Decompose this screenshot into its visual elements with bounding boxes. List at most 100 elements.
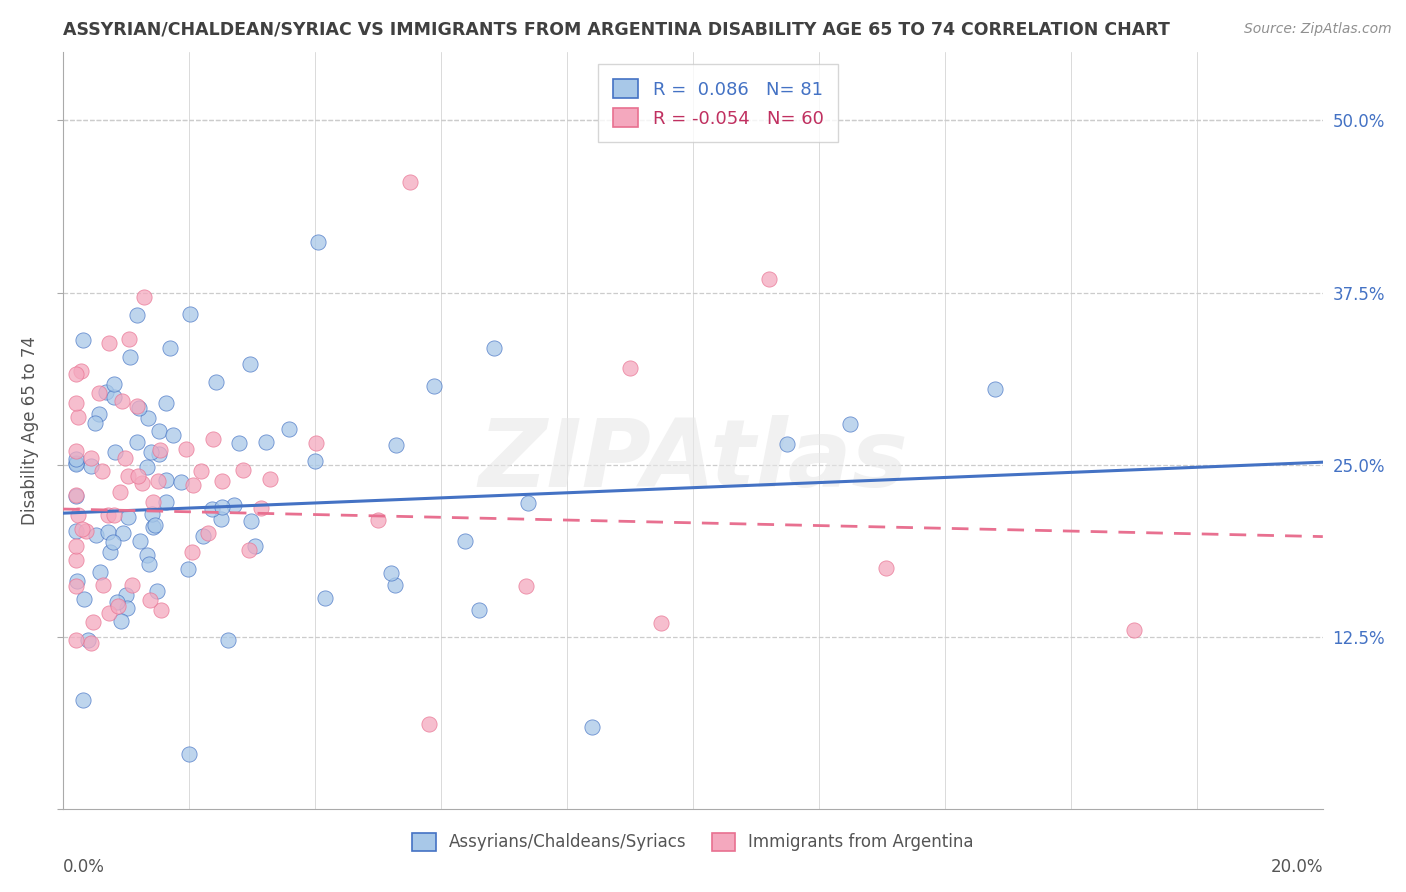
Text: 0.0%: 0.0%: [63, 858, 105, 876]
Point: [238, 543, 260, 558]
Point: [211, 474, 233, 488]
Point: [190, 464, 212, 478]
Point: [209, 512, 232, 526]
Point: [239, 357, 262, 371]
Point: [111, 394, 134, 409]
Point: [228, 435, 250, 450]
Point: [148, 424, 170, 438]
Point: [107, 599, 129, 613]
Point: [1122, 624, 1144, 638]
Point: [65, 574, 87, 588]
Point: [72, 522, 94, 536]
Point: [65, 579, 87, 593]
Text: Source: ZipAtlas.com: Source: ZipAtlas.com: [1244, 22, 1392, 37]
Point: [103, 508, 125, 522]
Point: [89, 386, 111, 401]
Point: [65, 457, 87, 471]
Point: [79, 451, 101, 466]
Point: [141, 508, 163, 522]
Point: [72, 591, 94, 606]
Point: [776, 437, 799, 451]
Point: [77, 633, 100, 648]
Point: [232, 463, 254, 477]
Point: [307, 235, 329, 250]
Point: [97, 508, 120, 522]
Point: [516, 496, 538, 510]
Point: [121, 578, 143, 592]
Point: [83, 417, 105, 431]
Point: [191, 529, 214, 543]
Point: [380, 566, 402, 581]
Point: [82, 615, 104, 629]
Point: [115, 588, 138, 602]
Y-axis label: Disability Age 65 to 74: Disability Age 65 to 74: [21, 336, 39, 524]
Point: [75, 524, 97, 539]
Point: [136, 410, 159, 425]
Point: [149, 603, 172, 617]
Point: [135, 549, 157, 563]
Point: [117, 468, 139, 483]
Point: [98, 545, 121, 559]
Point: [177, 747, 200, 762]
Point: [170, 475, 193, 490]
Point: [423, 379, 446, 393]
Point: [515, 579, 537, 593]
Point: [304, 454, 326, 468]
Point: [148, 447, 170, 461]
Point: [138, 557, 160, 571]
Point: [127, 468, 149, 483]
Point: [125, 434, 148, 449]
Point: [418, 716, 440, 731]
Point: [254, 435, 277, 450]
Point: [129, 533, 152, 548]
Point: [65, 452, 87, 467]
Point: [65, 553, 87, 567]
Point: [118, 350, 141, 364]
Point: [104, 444, 127, 458]
Point: [135, 460, 157, 475]
Point: [72, 333, 94, 347]
Point: [80, 636, 103, 650]
Point: [65, 456, 87, 470]
Point: [112, 526, 135, 541]
Point: [149, 443, 172, 458]
Point: [98, 335, 121, 350]
Point: [65, 539, 87, 553]
Point: [179, 307, 201, 321]
Point: [65, 632, 87, 647]
Point: [65, 489, 87, 503]
Point: [145, 584, 167, 599]
Point: [103, 390, 125, 404]
Point: [103, 377, 125, 392]
Point: [127, 308, 149, 322]
Point: [875, 560, 897, 574]
Point: [155, 494, 177, 508]
Point: [180, 544, 202, 558]
Point: [86, 527, 108, 541]
Point: [259, 472, 281, 486]
Point: [65, 524, 87, 538]
Point: [97, 606, 120, 620]
Point: [65, 368, 87, 382]
Point: [80, 458, 103, 473]
Point: [148, 474, 170, 488]
Point: [484, 342, 506, 356]
Point: [89, 407, 111, 421]
Point: [72, 693, 94, 707]
Point: [200, 502, 222, 516]
Point: [155, 473, 177, 487]
Point: [454, 533, 477, 548]
Point: [139, 592, 162, 607]
Point: [467, 603, 489, 617]
Point: [97, 524, 120, 539]
Point: [277, 422, 299, 436]
Point: [90, 464, 112, 478]
Point: [115, 601, 138, 615]
Point: [758, 272, 780, 286]
Point: [101, 535, 124, 549]
Point: [398, 176, 420, 190]
Point: [110, 614, 132, 628]
Point: [89, 565, 111, 579]
Point: [181, 478, 204, 492]
Point: [176, 562, 198, 576]
